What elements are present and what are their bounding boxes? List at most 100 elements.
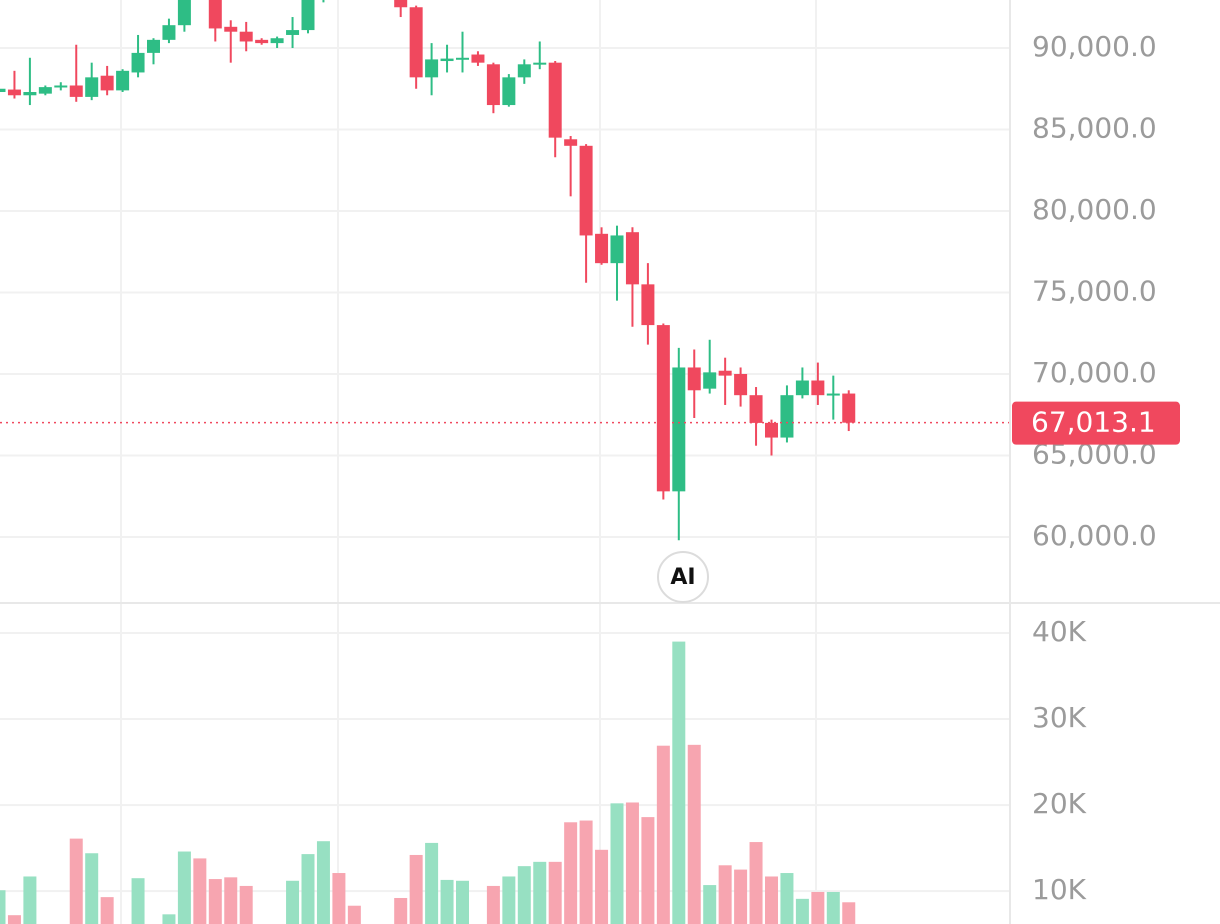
volume-bar bbox=[641, 817, 655, 924]
candle-body bbox=[656, 325, 670, 492]
volume-bar bbox=[456, 880, 469, 924]
volume-bar bbox=[795, 898, 809, 924]
candle-body bbox=[224, 26, 238, 32]
volume-bar bbox=[347, 905, 361, 924]
volume-bar bbox=[703, 885, 717, 924]
y-tick-label: 20K bbox=[1032, 787, 1087, 820]
candle-body bbox=[456, 57, 469, 60]
volume-bar bbox=[193, 858, 207, 924]
volume-bar bbox=[656, 745, 670, 924]
candle-body bbox=[687, 367, 701, 391]
axes: 60,000.065,000.070,000.075,000.080,000.0… bbox=[1012, 30, 1180, 906]
volume-bar bbox=[625, 802, 639, 924]
candle-body bbox=[795, 380, 809, 396]
volume-bar bbox=[564, 822, 578, 924]
volume-bar bbox=[69, 838, 83, 924]
candle-body bbox=[38, 87, 52, 94]
candle-body bbox=[239, 31, 253, 42]
candle-body bbox=[69, 85, 83, 97]
volume-bar bbox=[409, 854, 423, 924]
candle-body bbox=[517, 64, 531, 78]
candle-body bbox=[147, 39, 160, 53]
volume-bar bbox=[301, 854, 315, 924]
time-grid bbox=[120, 0, 817, 924]
candle-body bbox=[409, 7, 423, 78]
volume-bar bbox=[687, 744, 701, 924]
volume-bar bbox=[811, 891, 825, 924]
candle-body bbox=[131, 52, 145, 73]
volume-panel bbox=[0, 631, 1010, 924]
candle-body bbox=[394, 0, 408, 8]
last-price-tag: 67,013.1 bbox=[1012, 401, 1180, 445]
y-tick-label: 30K bbox=[1032, 701, 1087, 734]
candle-body bbox=[718, 370, 732, 376]
candle-body bbox=[208, 0, 222, 29]
volume-bar bbox=[610, 803, 624, 924]
candle-body bbox=[703, 372, 717, 389]
candle-body bbox=[749, 395, 763, 423]
volume-bar bbox=[0, 890, 6, 924]
candle-body bbox=[564, 139, 578, 146]
candle-body bbox=[54, 85, 68, 88]
candle-body bbox=[625, 232, 639, 285]
volume-bar bbox=[440, 879, 454, 924]
price-panel bbox=[0, 0, 1010, 541]
y-tick-label: 40K bbox=[1032, 615, 1087, 648]
candle-body bbox=[486, 64, 500, 106]
y-tick-label: 90,000.0 bbox=[1032, 30, 1157, 63]
volume-bar bbox=[502, 876, 516, 924]
candle-body bbox=[286, 30, 300, 35]
candle-body bbox=[100, 75, 114, 91]
volume-bar bbox=[826, 891, 840, 924]
volume-bar bbox=[131, 878, 145, 924]
y-tick-label: 85,000.0 bbox=[1032, 111, 1157, 144]
candle-body bbox=[672, 367, 686, 492]
candle-body bbox=[255, 39, 269, 44]
candle-body bbox=[162, 25, 176, 40]
candle-body bbox=[85, 77, 99, 97]
candle-body bbox=[301, 0, 315, 31]
volume-bar bbox=[239, 885, 253, 924]
candle-body bbox=[533, 62, 547, 65]
candle-body bbox=[502, 77, 516, 106]
candle-body bbox=[7, 89, 21, 96]
volume-bar bbox=[765, 876, 778, 924]
volume-bar bbox=[533, 861, 547, 924]
volume-bar bbox=[316, 841, 330, 924]
candle-body bbox=[811, 380, 825, 396]
volume-bar bbox=[224, 877, 238, 924]
candle-body bbox=[780, 395, 794, 438]
volume-bar bbox=[208, 879, 222, 924]
y-tick-label: 75,000.0 bbox=[1032, 274, 1157, 307]
ai-label[interactable]: AI bbox=[670, 565, 695, 590]
candle-body bbox=[595, 233, 609, 264]
last-price-label: 67,013.1 bbox=[1031, 406, 1156, 439]
candle-body bbox=[641, 284, 655, 326]
volume-bar bbox=[177, 851, 191, 924]
volume-bar bbox=[100, 897, 114, 924]
candle-body bbox=[23, 92, 37, 96]
volume-bar bbox=[425, 842, 439, 924]
volume-bar bbox=[23, 876, 37, 924]
y-tick-label: 10K bbox=[1032, 873, 1087, 906]
candle-body bbox=[471, 54, 485, 63]
ai-button[interactable]: AI bbox=[657, 551, 709, 603]
volume-bar bbox=[332, 873, 346, 924]
candle-body bbox=[425, 59, 439, 78]
volume-bar bbox=[672, 641, 686, 924]
candle-body bbox=[0, 88, 6, 93]
volume-bar bbox=[394, 897, 408, 924]
volume-bar bbox=[85, 853, 99, 924]
candle-body bbox=[177, 0, 191, 26]
volume-bar bbox=[286, 880, 300, 924]
y-tick-label: 80,000.0 bbox=[1032, 193, 1157, 226]
volume-bar bbox=[486, 885, 500, 924]
candle-body bbox=[765, 422, 778, 438]
volume-bar bbox=[162, 914, 176, 924]
candle-body bbox=[440, 58, 454, 62]
volume-bar bbox=[718, 865, 732, 924]
volume-bar bbox=[842, 902, 856, 924]
last-price-box bbox=[1012, 401, 1180, 445]
candle-body bbox=[734, 373, 748, 396]
